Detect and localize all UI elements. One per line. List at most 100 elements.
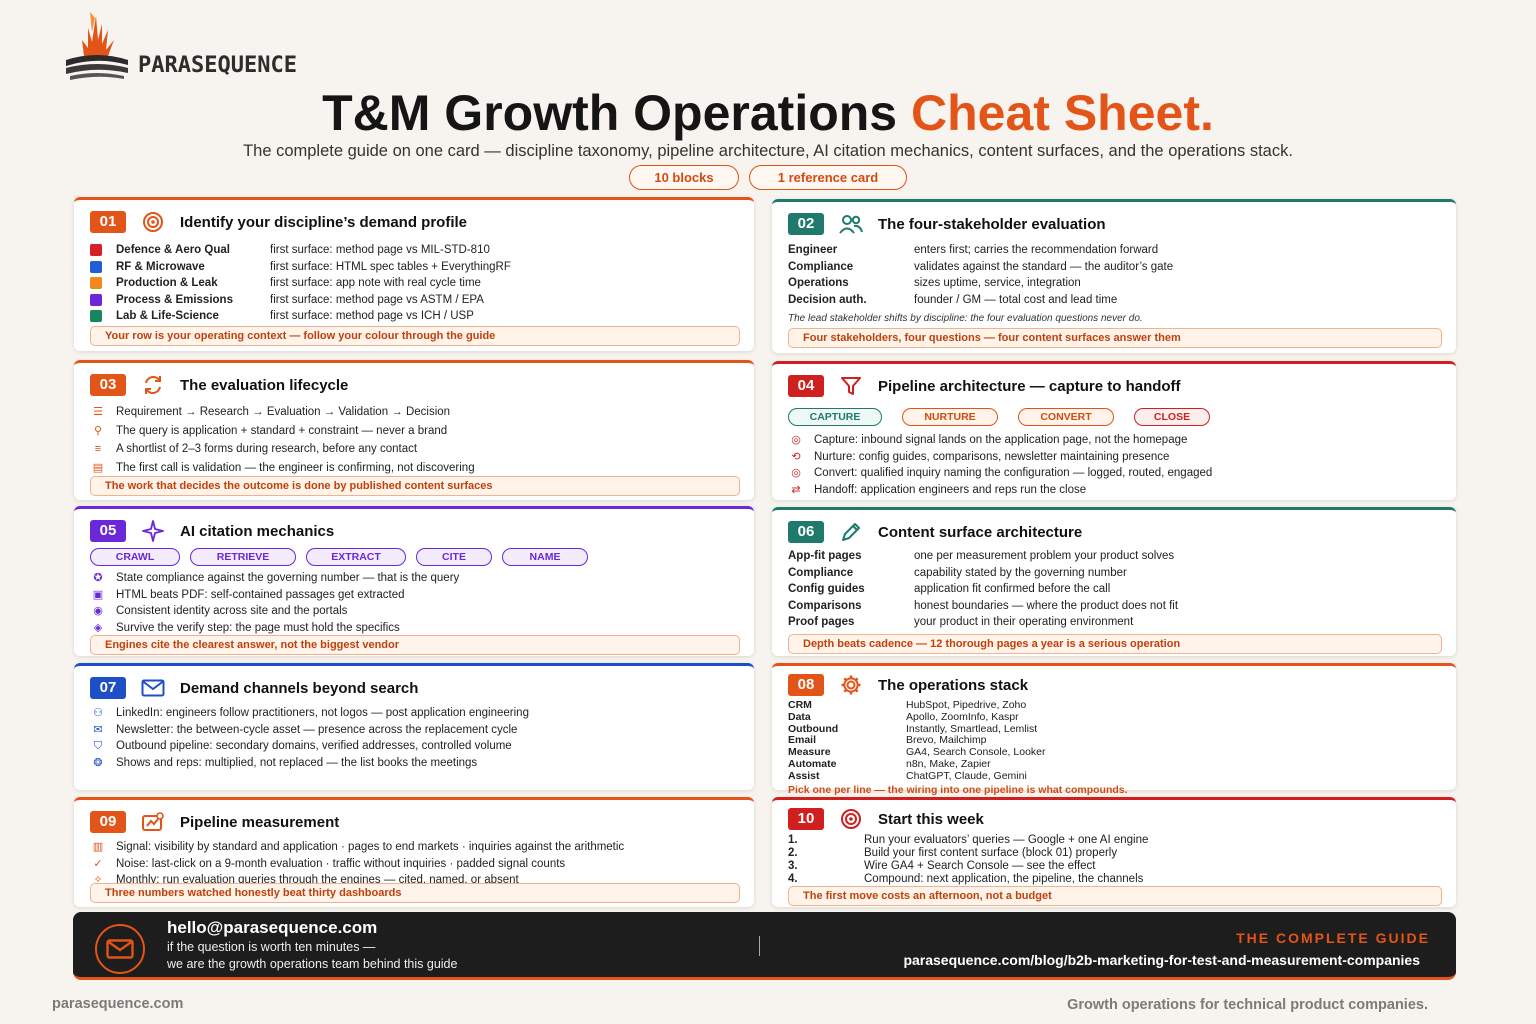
block-04: 04 Pipeline architecture — capture to ha…	[772, 361, 1456, 500]
list-item: ◉ Consistent identity across site and the…	[90, 603, 738, 620]
block-callout: Pick one per line — the wiring into one …	[788, 783, 1128, 796]
list-item: Proof pages your product in their operati…	[788, 616, 1134, 628]
list-item: Outbound Instantly, Smartlead, Lemlist	[788, 722, 1038, 735]
block-number: 08	[788, 674, 824, 696]
title-accent: Cheat Sheet.	[911, 85, 1214, 141]
block-09: 09 Pipeline measurement ▥ Signal: visibil…	[74, 797, 754, 907]
refresh-icon	[140, 373, 166, 397]
search-icon: ⚲	[93, 424, 103, 437]
guide-url-link[interactable]: parasequence.com/blog/b2b-marketing-for-…	[903, 952, 1420, 968]
block-callout: The work that decides the outcome is don…	[90, 476, 740, 496]
color-swatch	[90, 260, 102, 273]
list-item: 3. Wire GA4 + Search Console — see the ef…	[788, 860, 1096, 872]
handoff-icon: ⇄	[791, 483, 801, 496]
target-icon	[140, 210, 166, 234]
list-item: ✉ Newsletter: the between-cycle asset — p…	[90, 722, 738, 739]
list-item: Measure GA4, Search Console, Looker	[788, 746, 1046, 759]
list-item: 2. Build your first content surface (bloc…	[788, 847, 1118, 859]
list-item: App-fit pages one per measurement problem…	[788, 550, 1175, 562]
block-number: 07	[90, 677, 126, 699]
block-title: Start this week	[878, 810, 984, 828]
color-swatch	[90, 277, 102, 290]
chip-retrieve: RETRIEVE	[190, 548, 296, 566]
identity-icon: ◉	[93, 605, 103, 617]
block-07: 07 Demand channels beyond search ⚇ Linked…	[74, 663, 754, 790]
list-item: Compliance capability stated by the gover…	[788, 566, 1127, 579]
block-08: 08 The operations stack CRM HubSpot, Pipe…	[772, 663, 1456, 796]
chip-capture: CAPTURE	[788, 408, 882, 426]
block-number: 04	[788, 375, 824, 397]
block-callout: Three numbers watched honestly beat thir…	[90, 883, 740, 903]
list-item: ⚇ LinkedIn: engineers follow practitioner…	[90, 705, 738, 722]
block-01: 01 Identify your discipline’s demand pro…	[74, 197, 754, 351]
block-title: Demand channels beyond search	[180, 679, 419, 697]
list-item: ▤ The first call is validation — the engi…	[90, 459, 738, 478]
block-title: Pipeline measurement	[180, 813, 340, 831]
eye-icon: ◈	[93, 621, 103, 634]
list-item: ✓ Noise: last-click on a 9-month evaluati…	[90, 856, 738, 873]
block-callout: Depth beats cadence — 12 thorough pages …	[788, 634, 1442, 654]
contact-email-link[interactable]: hello@parasequence.com	[167, 918, 378, 937]
list-icon: ☰	[93, 406, 103, 418]
block-callout: Engines cite the clearest answer, not th…	[90, 635, 740, 655]
mail-icon	[140, 676, 166, 700]
block-title: The operations stack	[878, 676, 1029, 694]
chip-close: CLOSE	[1134, 408, 1210, 426]
chip-cite: CITE	[416, 548, 492, 566]
block-number: 05	[90, 520, 126, 542]
list-item: ▥ Signal: visibility by standard and appl…	[90, 839, 738, 856]
block-title: The four-stakeholder evaluation	[878, 215, 1106, 233]
pencil-icon	[838, 520, 864, 544]
list-item: ☰ Requirement → Research → Evaluation → V…	[90, 403, 738, 422]
list-item: ⇄ Handoff: application engineers and reps…	[788, 482, 1440, 499]
footer-line-1: if the question is worth ten minutes —	[167, 940, 376, 954]
list-item: Lab & Life-Science first surface: method …	[90, 308, 738, 325]
chip-crawl: CRAWL	[90, 548, 180, 566]
block-06: 06 Content surface architecture App-fit …	[772, 507, 1456, 656]
complete-guide-label: THE COMPLETE GUIDE	[1236, 930, 1430, 946]
list-item: Automate n8n, Make, Zapier	[788, 757, 991, 770]
chip-extract: EXTRACT	[306, 548, 406, 566]
block-title: Pipeline architecture — capture to hando…	[878, 377, 1181, 395]
list-item: Data Apollo, ZoomInfo, Kaspr	[788, 710, 1019, 723]
block-05: 05 AI citation mechanics CRAWL RETRIEVE …	[74, 506, 754, 656]
list-item: 4. Compound: next application, the pipeli…	[788, 873, 1144, 885]
block-note: The lead stakeholder shifts by disciplin…	[788, 313, 1143, 324]
sparkle-icon: ✧	[93, 874, 103, 886]
refresh-icon: ⟲	[791, 450, 801, 463]
list-item: ✪ State compliance against the governing …	[90, 570, 738, 587]
tagline: Growth operations for technical product …	[1067, 997, 1428, 1013]
block-callout: The first move costs an afternoon, not a…	[788, 886, 1442, 906]
list-item: Production & Leak first surface: app note…	[90, 275, 738, 292]
block-number: 02	[788, 213, 824, 235]
funnel-icon	[838, 374, 864, 398]
list-item: Engineer enters first; carries the recomm…	[788, 244, 1159, 256]
site-link[interactable]: parasequence.com	[52, 996, 184, 1012]
check-icon: ✓	[93, 857, 103, 870]
dashboard-icon	[140, 810, 166, 834]
list-item: RF & Microwave first surface: HTML spec t…	[90, 259, 738, 276]
footer-divider	[759, 936, 760, 956]
list-item: 1. Run your evaluators’ queries — Google …	[788, 834, 1149, 846]
list-item: ◎ Capture: inbound signal lands on the ap…	[788, 432, 1440, 449]
block-03: 03 The evaluation lifecycle ☰ Requirement…	[74, 360, 754, 500]
list-item: Defence & Aero Qual first surface: method…	[90, 242, 738, 259]
page-title: T&M Growth Operations Cheat Sheet.	[0, 84, 1536, 142]
people-icon: ⚇	[93, 707, 103, 719]
block-title: AI citation mechanics	[180, 522, 335, 540]
title-main: T&M Growth Operations	[322, 85, 898, 141]
page-subtitle: The complete guide on one card — discipl…	[243, 142, 1293, 160]
block-title: Content surface architecture	[878, 523, 1083, 541]
gear-icon	[838, 673, 864, 697]
header-pills: 10 blocks 1 reference card	[0, 165, 1536, 190]
pill-reference-card: 1 reference card	[749, 165, 907, 190]
block-title: Identify your discipline’s demand profil…	[180, 213, 467, 231]
list-item: ⛉ Outbound pipeline: secondary domains, v…	[90, 738, 738, 755]
block-number: 10	[788, 808, 824, 830]
list-item: Operations sizes uptime, service, integra…	[788, 277, 1081, 289]
list-item: ⚲ The query is application + standard + c…	[90, 422, 738, 441]
pill-blocks: 10 blocks	[629, 165, 739, 190]
block-number: 03	[90, 374, 126, 396]
block-callout: Four stakeholders, four questions — four…	[788, 328, 1442, 348]
block-number: 06	[788, 521, 824, 543]
